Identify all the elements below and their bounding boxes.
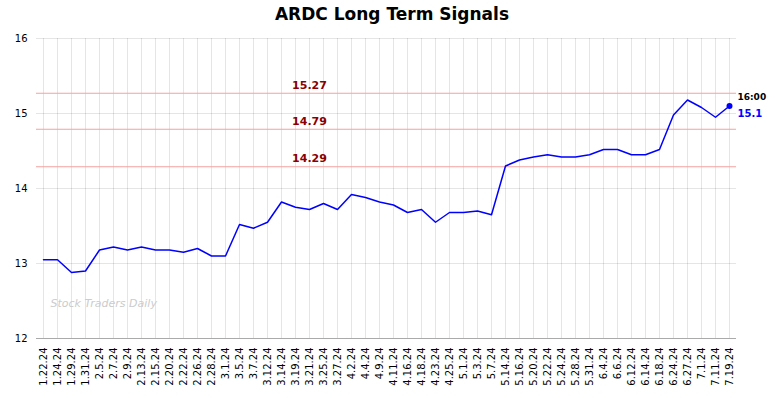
svg-text:5.20.24: 5.20.24 <box>528 348 539 386</box>
svg-text:15.1: 15.1 <box>738 108 763 119</box>
svg-text:6.4.24: 6.4.24 <box>598 348 609 380</box>
svg-text:6.24.24: 6.24.24 <box>668 348 679 386</box>
svg-text:7.11.24: 7.11.24 <box>710 348 721 386</box>
svg-text:4.16.24: 4.16.24 <box>402 348 413 386</box>
svg-text:2.20.24: 2.20.24 <box>164 348 175 386</box>
svg-text:1.31.24: 1.31.24 <box>80 348 91 386</box>
svg-text:2.22.24: 2.22.24 <box>178 348 189 386</box>
svg-text:15.27: 15.27 <box>292 79 327 92</box>
svg-text:15: 15 <box>15 108 28 119</box>
svg-text:1.29.24: 1.29.24 <box>66 348 77 386</box>
svg-text:7.1.24: 7.1.24 <box>696 348 707 380</box>
svg-text:4.23.24: 4.23.24 <box>430 348 441 386</box>
svg-text:16: 16 <box>15 33 28 44</box>
svg-text:4.4.24: 4.4.24 <box>360 348 371 380</box>
svg-text:3.1.24: 3.1.24 <box>220 348 231 380</box>
svg-text:1.24.24: 1.24.24 <box>52 348 63 386</box>
svg-text:3.14.24: 3.14.24 <box>276 348 287 386</box>
svg-text:4.2.24: 4.2.24 <box>346 348 357 380</box>
svg-text:3.7.24: 3.7.24 <box>248 348 259 380</box>
svg-text:3.5.24: 3.5.24 <box>234 348 245 380</box>
svg-text:3.21.24: 3.21.24 <box>304 348 315 386</box>
svg-text:3.27.24: 3.27.24 <box>332 348 343 386</box>
svg-text:12: 12 <box>15 333 28 344</box>
svg-text:14.79: 14.79 <box>292 115 327 128</box>
svg-text:5.7.24: 5.7.24 <box>486 348 497 380</box>
svg-text:5.22.24: 5.22.24 <box>542 348 553 386</box>
svg-text:3.19.24: 3.19.24 <box>290 348 301 386</box>
svg-text:2.13.24: 2.13.24 <box>136 348 147 386</box>
svg-text:4.11.24: 4.11.24 <box>388 348 399 386</box>
svg-text:16:00: 16:00 <box>738 92 767 102</box>
svg-text:5.28.24: 5.28.24 <box>570 348 581 386</box>
svg-text:5.14.24: 5.14.24 <box>500 348 511 386</box>
svg-text:1.22.24: 1.22.24 <box>38 348 49 386</box>
svg-text:2.5.24: 2.5.24 <box>94 348 105 380</box>
svg-text:14.29: 14.29 <box>292 152 327 165</box>
svg-text:13: 13 <box>15 258 28 269</box>
svg-text:14: 14 <box>15 183 28 194</box>
svg-text:4.18.24: 4.18.24 <box>416 348 427 386</box>
html-text:ARDC Long Term Signals: ARDC Long Term Signals <box>274 4 509 24</box>
svg-text:5.24.24: 5.24.24 <box>556 348 567 386</box>
svg-text:5.1.24: 5.1.24 <box>458 348 469 380</box>
svg-text:2.15.24: 2.15.24 <box>150 348 161 386</box>
svg-text:5.31.24: 5.31.24 <box>584 348 595 386</box>
svg-text:3.25.24: 3.25.24 <box>318 348 329 386</box>
svg-text:2.26.24: 2.26.24 <box>192 348 203 386</box>
svg-text:2.7.24: 2.7.24 <box>108 348 119 380</box>
svg-text:3.12.24: 3.12.24 <box>262 348 273 386</box>
svg-text:6.6.24: 6.6.24 <box>612 348 623 380</box>
svg-text:2.9.24: 2.9.24 <box>122 348 133 380</box>
svg-text:4.25.24: 4.25.24 <box>444 348 455 386</box>
svg-text:7.19.24: 7.19.24 <box>724 348 735 386</box>
svg-text:6.14.24: 6.14.24 <box>640 348 651 386</box>
svg-text:6.18.24: 6.18.24 <box>654 348 665 386</box>
svg-text:4.9.24: 4.9.24 <box>374 348 385 380</box>
svg-text:Stock Traders Daily: Stock Traders Daily <box>51 297 158 310</box>
svg-text:6.12.24: 6.12.24 <box>626 348 637 386</box>
svg-text:5.3.24: 5.3.24 <box>472 348 483 380</box>
svg-text:2.28.24: 2.28.24 <box>206 348 217 386</box>
svg-text:6.27.24: 6.27.24 <box>682 348 693 386</box>
svg-text:5.16.24: 5.16.24 <box>514 348 525 386</box>
